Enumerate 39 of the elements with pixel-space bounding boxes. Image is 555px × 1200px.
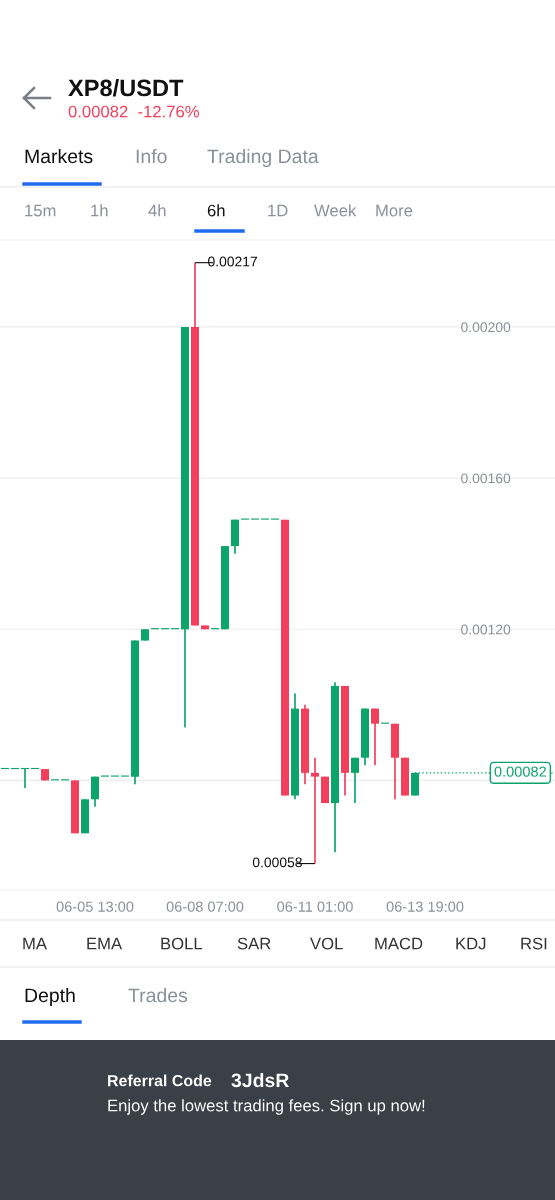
text: Trades — [128, 987, 188, 1003]
x-tick-label: 06-08 07:00 — [166, 901, 244, 912]
text: Trading Data — [207, 148, 319, 168]
text: MA — [23, 937, 47, 950]
y-tick-label: 0.00120 — [461, 624, 511, 635]
y-tick-label: 0.00200 — [461, 322, 511, 333]
text: Week — [314, 204, 357, 217]
annotation: 0.00217 — [208, 256, 258, 267]
text: VOL — [310, 937, 343, 950]
text: Markets — [25, 148, 93, 164]
text: 6h — [207, 204, 225, 217]
text: Info — [136, 148, 167, 164]
text: RSI — [521, 937, 547, 950]
annotation: 0.00058 — [252, 857, 302, 868]
text: More — [376, 204, 413, 217]
text: 4h — [148, 204, 166, 217]
candlestick — [311, 756, 319, 865]
chart-subtitle: 0.00082 -12.76% — [68, 105, 199, 118]
text: 1h — [91, 204, 108, 217]
text: 3JdsR — [231, 1072, 289, 1088]
ref-line-label: 0.00082 — [494, 766, 546, 777]
text: MACD — [375, 937, 423, 950]
x-tick-label: 06-13 19:00 — [386, 901, 464, 912]
chart-title: XP8/USDT — [68, 79, 184, 97]
x-tick-label: 06-05 13:00 — [56, 901, 134, 912]
x-tick-label: 06-11 01:00 — [277, 901, 353, 912]
text: EMA — [87, 937, 123, 950]
text: Referral Code — [108, 1074, 212, 1087]
candlestick — [91, 775, 99, 808]
text: KDJ — [456, 937, 486, 950]
text: 1D — [268, 204, 288, 217]
candlestick — [351, 756, 359, 804]
text: Enjoy the lowest trading fees. Sign up now! — [108, 1099, 425, 1115]
text: SAR — [237, 937, 271, 950]
y-tick-label: 0.00160 — [461, 473, 511, 484]
text: BOLL — [161, 937, 203, 950]
text: Depth — [25, 987, 75, 1007]
text: 15m — [25, 204, 56, 217]
candlestick — [371, 707, 379, 767]
